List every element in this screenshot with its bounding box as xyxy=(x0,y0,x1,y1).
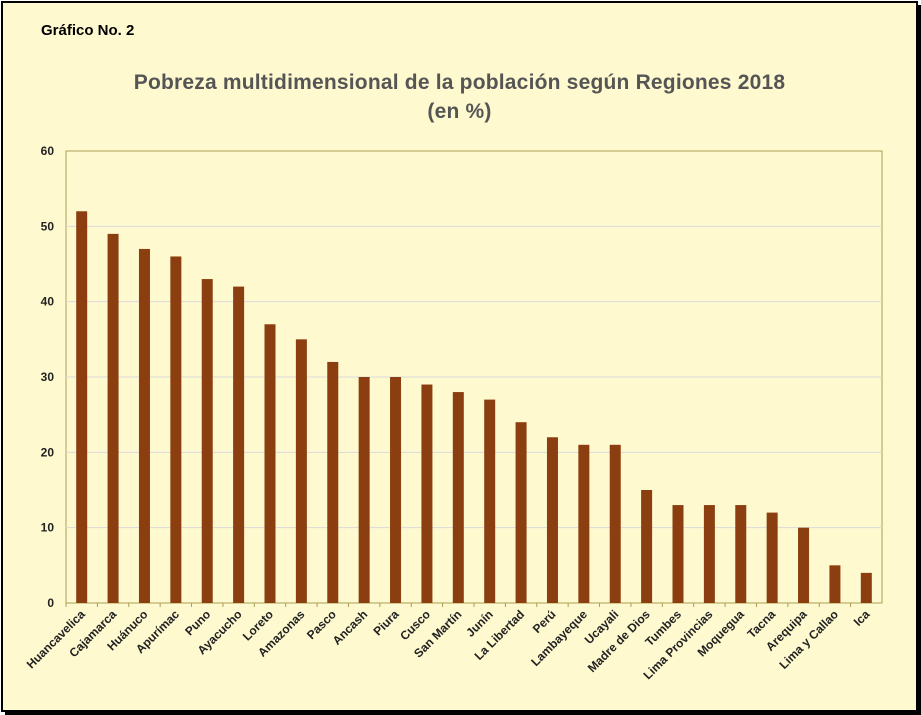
bar xyxy=(233,286,245,603)
chart-subtitle: (en %) xyxy=(427,100,492,123)
y-tick-label: 30 xyxy=(41,370,55,384)
bar xyxy=(484,399,496,603)
bar xyxy=(358,377,370,603)
y-tick-label: 60 xyxy=(41,144,55,158)
bar xyxy=(201,279,213,603)
bar xyxy=(641,490,653,603)
bar xyxy=(829,565,841,603)
y-tick-label: 40 xyxy=(41,295,55,309)
bar xyxy=(546,437,558,603)
y-tick-label: 50 xyxy=(41,219,55,233)
bar xyxy=(327,361,339,603)
bar xyxy=(515,422,527,603)
bar xyxy=(76,211,88,603)
bar xyxy=(609,444,621,603)
x-tick-label: Ancash xyxy=(330,607,371,648)
bar xyxy=(578,444,590,603)
bar xyxy=(672,505,684,603)
bar xyxy=(798,527,810,603)
y-tick-label: 10 xyxy=(41,521,55,535)
x-tick-label: Ica xyxy=(851,607,873,629)
bar xyxy=(264,324,276,603)
bar xyxy=(295,339,307,603)
figure-label: Gráfico No. 2 xyxy=(41,22,135,39)
bar xyxy=(170,256,182,603)
bar xyxy=(107,233,119,603)
chart-title: Pobreza multidimensional de la población… xyxy=(133,71,786,94)
x-tick-label: Lambayeque xyxy=(528,607,590,669)
bar xyxy=(766,512,778,603)
bar xyxy=(390,377,402,603)
bar xyxy=(860,572,872,603)
y-tick-label: 0 xyxy=(47,596,54,610)
y-tick-label: 20 xyxy=(41,445,55,459)
bar xyxy=(421,384,433,603)
bar xyxy=(138,248,150,603)
bar xyxy=(452,392,464,603)
bar xyxy=(703,505,715,603)
bar xyxy=(735,505,747,603)
